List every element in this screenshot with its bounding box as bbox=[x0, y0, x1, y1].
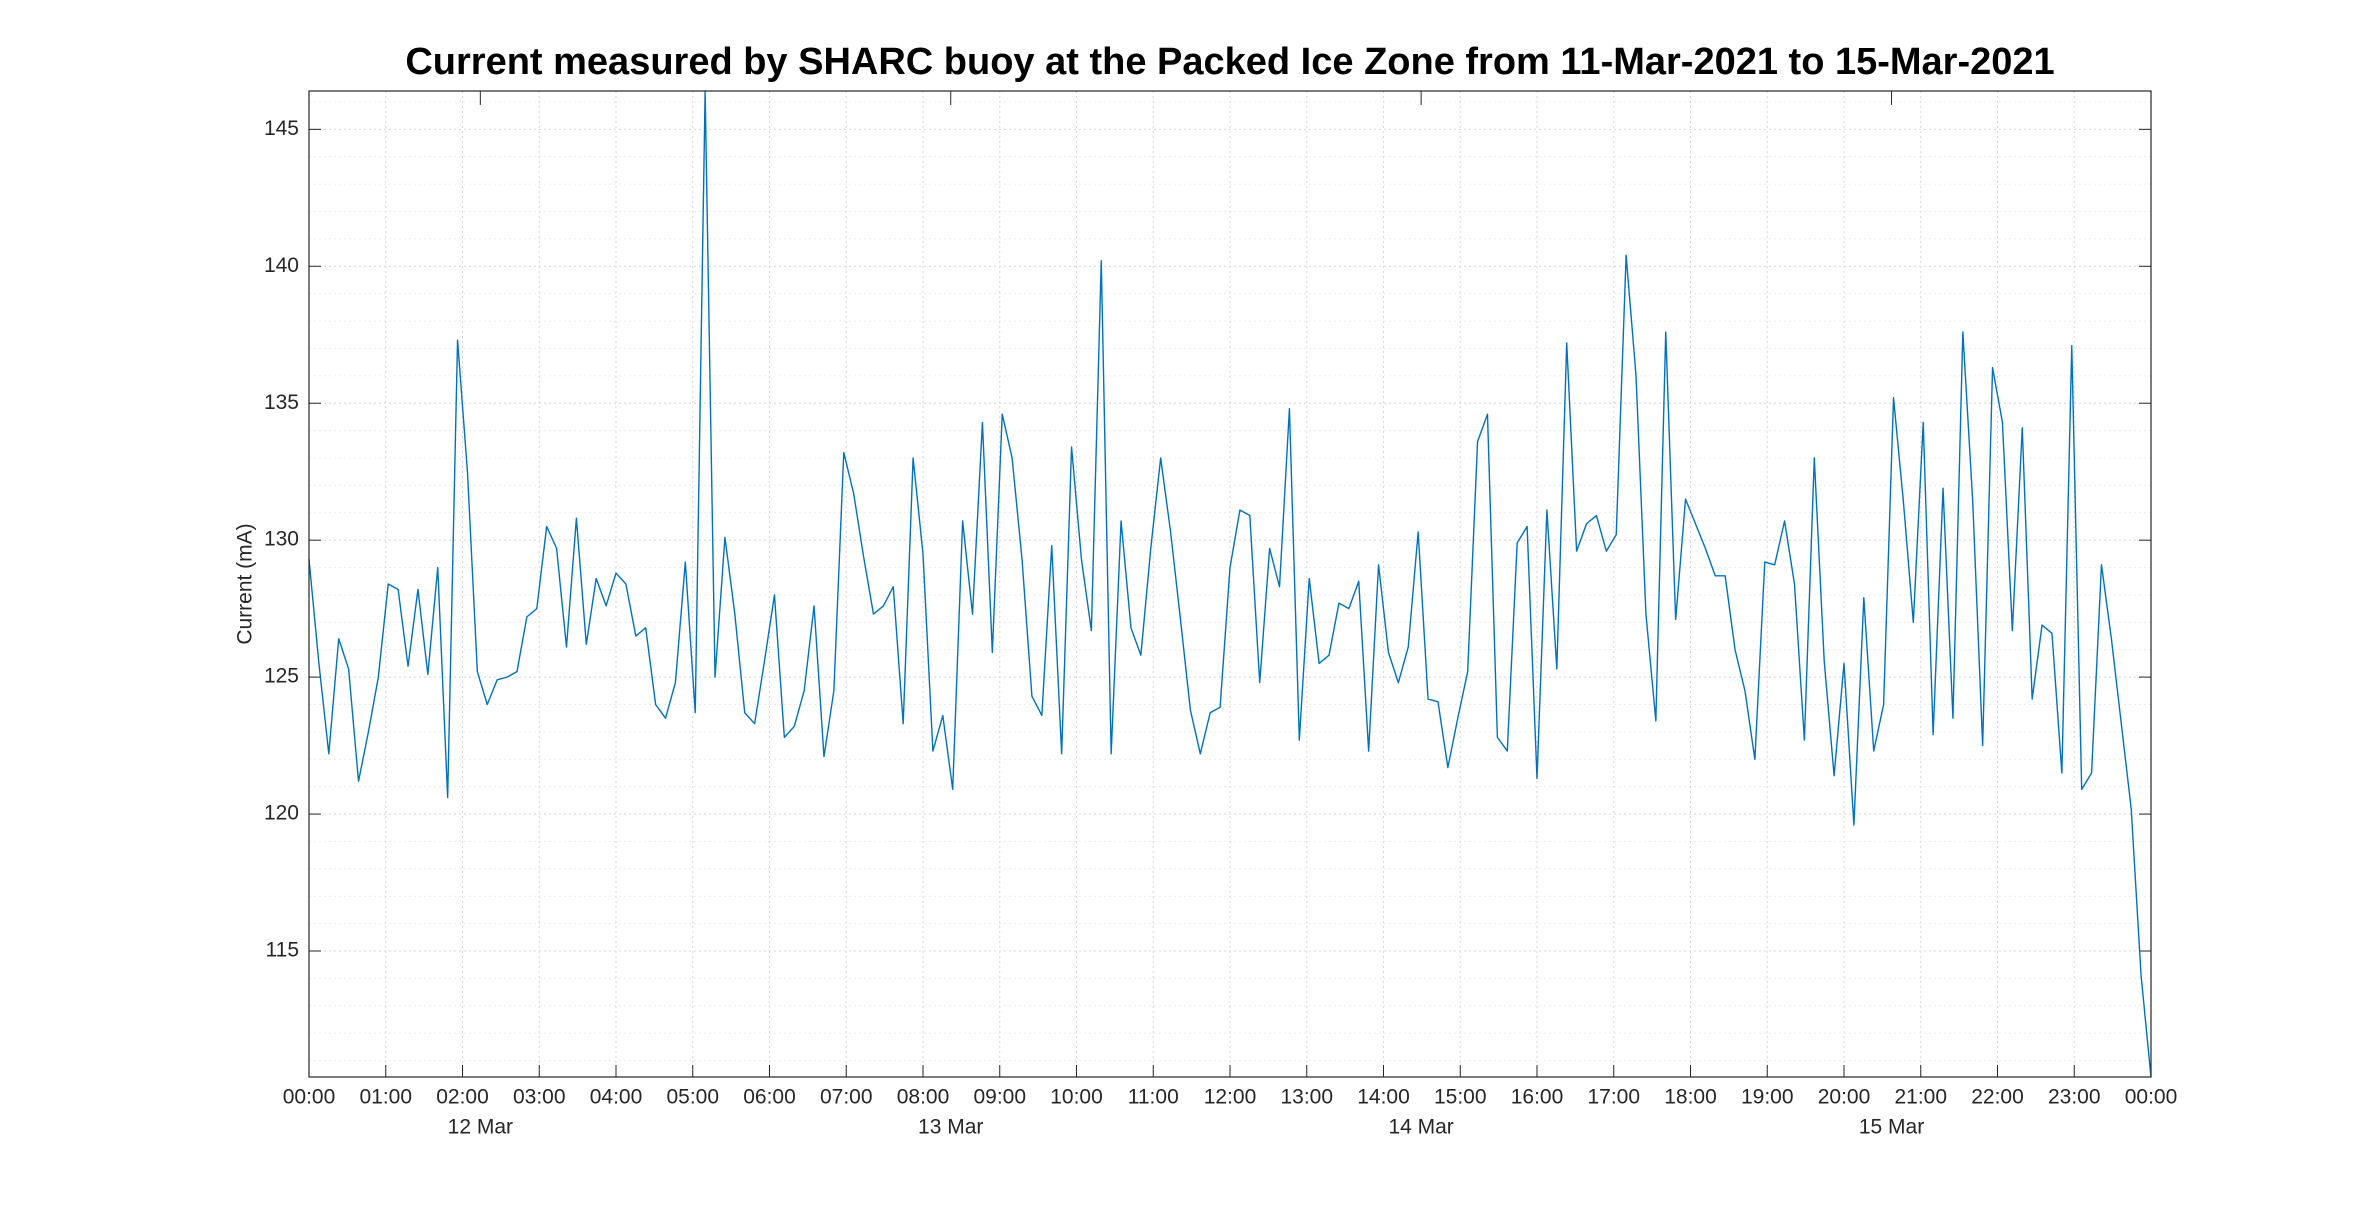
date-label: 14 Mar bbox=[1388, 1116, 1453, 1139]
y-tick-label: 120 bbox=[264, 802, 299, 825]
x-tick-label: 10:00 bbox=[1050, 1086, 1103, 1109]
x-tick-label: 12:00 bbox=[1204, 1086, 1257, 1109]
x-tick-label: 17:00 bbox=[1587, 1086, 1640, 1109]
x-tick-label: 22:00 bbox=[1971, 1086, 2024, 1109]
x-tick-label: 14:00 bbox=[1357, 1086, 1410, 1109]
x-tick-label: 00:00 bbox=[2125, 1086, 2178, 1109]
data-line bbox=[308, 90, 2152, 1078]
x-tick-label: 19:00 bbox=[1741, 1086, 1794, 1109]
y-tick-label: 135 bbox=[264, 391, 299, 414]
x-tick-label: 16:00 bbox=[1511, 1086, 1564, 1109]
x-tick-label: 04:00 bbox=[590, 1086, 643, 1109]
x-tick-label: 20:00 bbox=[1818, 1086, 1871, 1109]
x-tick-label: 01:00 bbox=[359, 1086, 412, 1109]
x-tick-label: 03:00 bbox=[513, 1086, 566, 1109]
plot-frame bbox=[308, 90, 2152, 1078]
x-tick-label: 06:00 bbox=[743, 1086, 796, 1109]
x-tick-label: 07:00 bbox=[820, 1086, 873, 1109]
x-tick-label: 08:00 bbox=[897, 1086, 950, 1109]
date-label: 13 Mar bbox=[918, 1116, 983, 1139]
x-tick-label: 02:00 bbox=[436, 1086, 489, 1109]
x-tick-label: 13:00 bbox=[1280, 1086, 1333, 1109]
y-tick-label: 145 bbox=[264, 117, 299, 140]
date-label: 12 Mar bbox=[448, 1116, 513, 1139]
y-tick-label: 115 bbox=[266, 939, 299, 962]
y-axis-label: Current (mA) bbox=[234, 523, 257, 644]
x-tick-label: 21:00 bbox=[1894, 1086, 1947, 1109]
x-tick-label: 18:00 bbox=[1664, 1086, 1717, 1109]
x-tick-label: 05:00 bbox=[666, 1086, 719, 1109]
date-label: 15 Mar bbox=[1859, 1116, 1924, 1139]
y-tick-label: 125 bbox=[264, 665, 299, 688]
x-tick-label: 11:00 bbox=[1128, 1086, 1179, 1109]
x-tick-label: 23:00 bbox=[2048, 1086, 2101, 1109]
x-tick-label: 00:00 bbox=[283, 1086, 336, 1109]
x-tick-label: 15:00 bbox=[1434, 1086, 1487, 1109]
chart-title: Current measured by SHARC buoy at the Pa… bbox=[405, 41, 2054, 83]
x-tick-label: 09:00 bbox=[973, 1086, 1026, 1109]
y-tick-label: 130 bbox=[264, 528, 299, 551]
y-tick-label: 140 bbox=[264, 254, 299, 277]
